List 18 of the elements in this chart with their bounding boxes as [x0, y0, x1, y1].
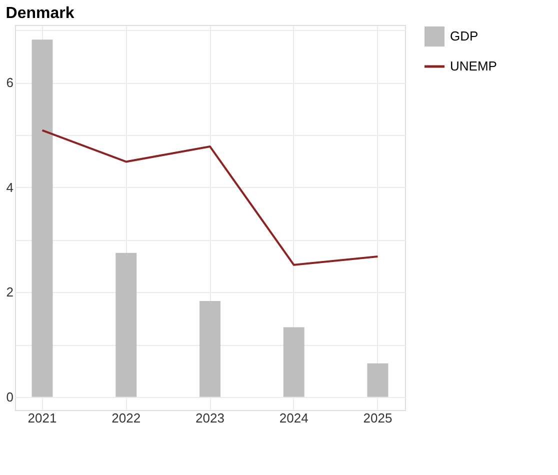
y-tick-label: 4: [6, 180, 14, 195]
x-tick-label: 2022: [112, 410, 141, 426]
legend-label: UNEMP: [450, 58, 497, 74]
bar: [367, 363, 388, 397]
bar: [116, 252, 137, 397]
chart-title: Denmark: [6, 5, 74, 22]
x-tick-label: 2024: [279, 410, 308, 426]
y-tick-label: 6: [6, 75, 14, 90]
x-tick-label: 2021: [28, 410, 57, 426]
y-tick-label: 0: [6, 389, 14, 404]
x-tick-label: 2023: [196, 410, 224, 426]
legend-label: GDP: [450, 28, 478, 44]
bar: [200, 301, 220, 397]
line-series: [41, 129, 379, 266]
bar: [283, 327, 304, 397]
bar: [32, 40, 53, 397]
y-tick-label: 2: [6, 284, 14, 300]
x-tick-label: 2025: [363, 410, 392, 426]
